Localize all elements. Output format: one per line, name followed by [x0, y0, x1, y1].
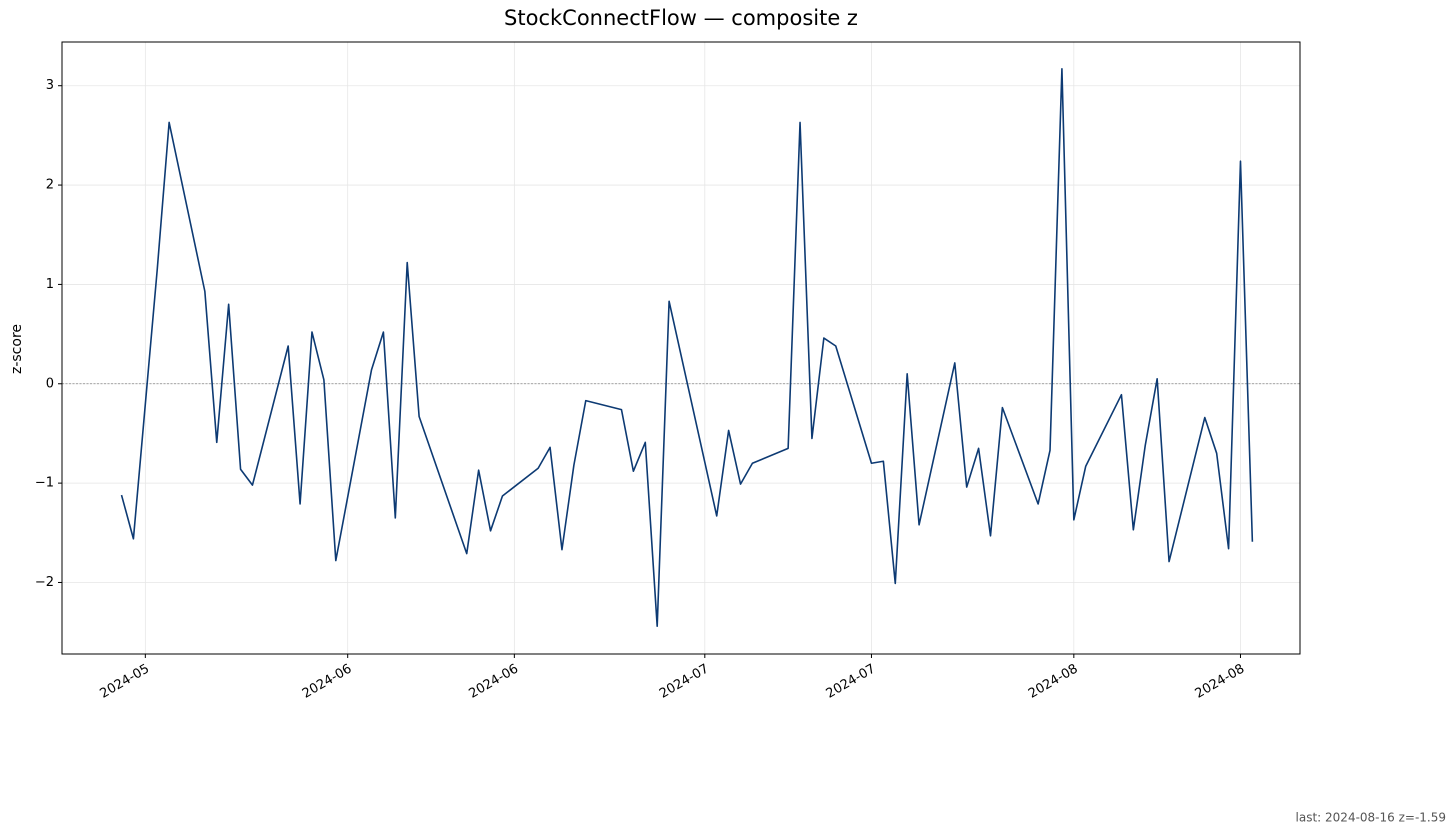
y-tick-label: 2 — [46, 178, 54, 193]
series-line — [120, 68, 1254, 627]
y-tick-label: −2 — [35, 575, 54, 590]
annotation: last: 2024-08-16 z=-1.59 — [1296, 811, 1446, 825]
y-axis-label: z-score — [9, 324, 25, 374]
x-tick-label: 2024-08 — [1193, 662, 1248, 702]
x-tick-label: 2024-06 — [467, 662, 522, 702]
x-tick-label: 2024-08 — [1026, 662, 1081, 702]
y-tick-label: 1 — [46, 277, 54, 292]
y-tick-label: 3 — [46, 78, 54, 93]
y-tick-label: 0 — [46, 376, 54, 391]
chart-title: StockConnectFlow — composite z — [504, 6, 858, 30]
x-tick-label: 2024-06 — [300, 662, 355, 702]
x-tick-label: 2024-07 — [824, 662, 879, 702]
x-tick-label: 2024-05 — [98, 662, 153, 702]
plot-frame — [61, 41, 1301, 655]
x-tick-label: 2024-07 — [657, 662, 712, 702]
y-tick-label: −1 — [35, 476, 54, 491]
